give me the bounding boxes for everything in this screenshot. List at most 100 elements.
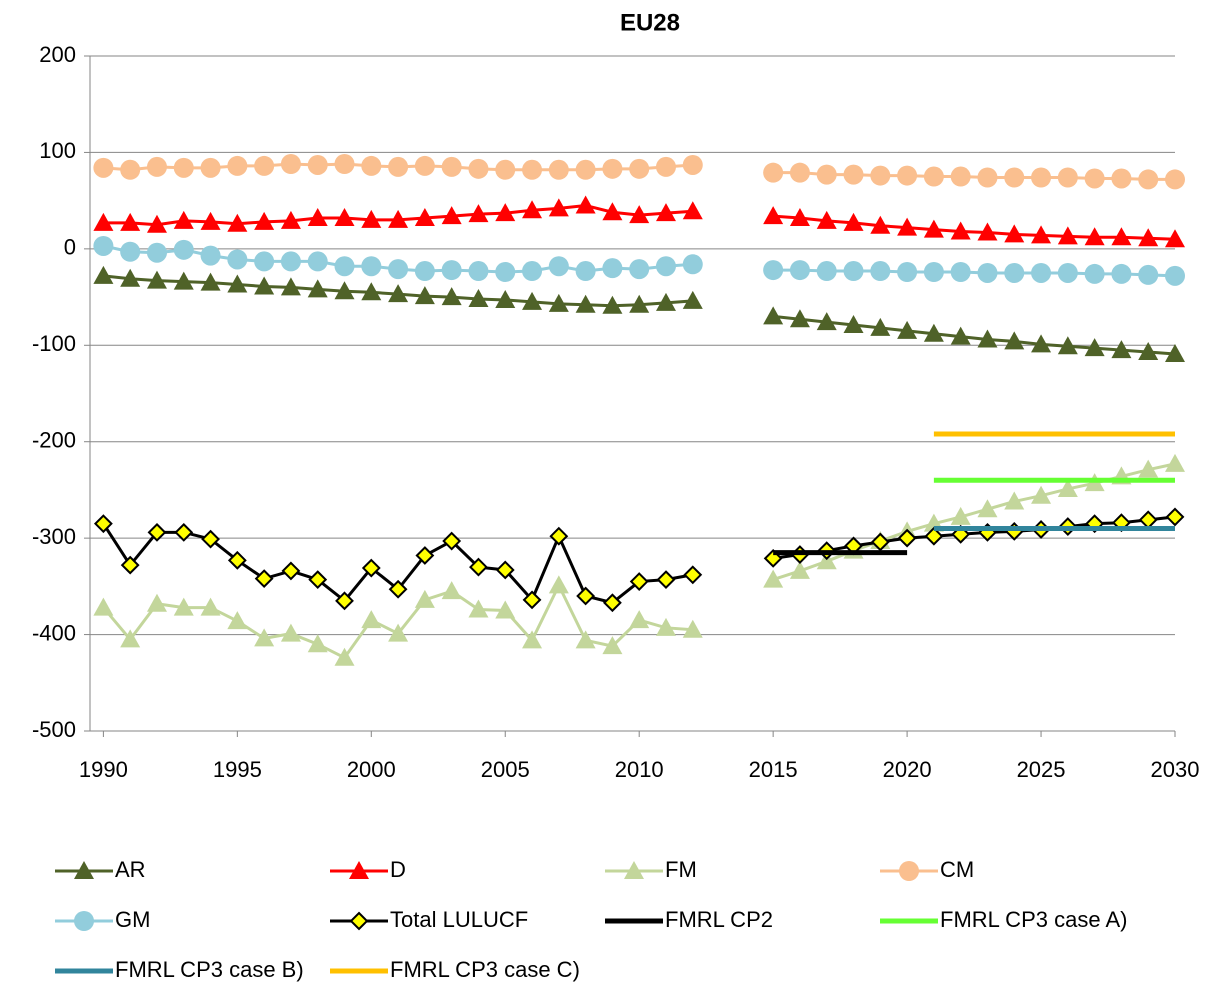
marker — [388, 259, 409, 280]
marker — [146, 270, 167, 289]
marker — [335, 591, 354, 611]
marker — [120, 629, 141, 648]
marker — [655, 256, 676, 277]
marker — [200, 272, 221, 291]
marker — [414, 155, 435, 176]
marker — [655, 617, 676, 636]
marker — [576, 586, 596, 606]
marker — [977, 222, 998, 241]
marker — [1165, 507, 1185, 527]
marker — [629, 294, 650, 313]
marker — [1111, 168, 1132, 189]
chart-title: EU28 — [620, 9, 680, 36]
marker — [602, 295, 623, 314]
marker — [334, 647, 355, 666]
marker — [495, 262, 516, 282]
marker — [201, 529, 220, 549]
marker — [1165, 343, 1185, 362]
marker — [843, 261, 864, 282]
marker — [629, 158, 650, 179]
marker — [388, 623, 409, 642]
marker — [227, 550, 247, 570]
marker — [522, 261, 543, 282]
marker — [522, 630, 543, 649]
marker — [93, 514, 113, 534]
marker — [307, 279, 328, 298]
marker — [655, 156, 676, 177]
marker — [1004, 224, 1025, 243]
legend-label: GM — [115, 907, 150, 932]
marker — [870, 215, 891, 234]
marker — [227, 611, 248, 630]
marker — [1165, 453, 1185, 472]
marker — [683, 565, 703, 585]
marker — [1004, 491, 1025, 510]
marker — [870, 532, 890, 552]
marker — [602, 636, 623, 655]
marker — [548, 256, 569, 277]
marker — [1165, 229, 1185, 248]
marker — [1031, 262, 1052, 283]
marker — [1004, 331, 1025, 350]
marker — [254, 155, 275, 176]
marker — [388, 284, 409, 303]
marker — [200, 157, 221, 178]
marker — [1138, 169, 1159, 190]
marker — [575, 294, 596, 313]
x-tick-label: 1995 — [213, 757, 262, 782]
marker — [1031, 485, 1052, 504]
marker — [388, 579, 408, 599]
marker — [441, 581, 462, 600]
legend-label: FMRL CP3 case B) — [115, 957, 304, 982]
marker — [924, 526, 944, 546]
marker — [602, 258, 623, 279]
marker — [146, 156, 167, 177]
marker — [93, 157, 114, 178]
marker — [173, 271, 194, 290]
marker — [93, 597, 114, 616]
marker — [254, 251, 275, 272]
marker — [1085, 514, 1105, 534]
marker — [1004, 167, 1025, 188]
marker — [763, 260, 784, 281]
marker — [174, 522, 194, 542]
marker — [200, 245, 221, 266]
marker — [280, 210, 301, 229]
marker — [789, 162, 810, 183]
marker — [146, 214, 167, 233]
y-tick-label: -100 — [32, 331, 76, 356]
marker — [549, 526, 569, 546]
marker — [763, 162, 784, 183]
marker — [414, 589, 435, 608]
marker — [334, 154, 355, 174]
marker — [624, 861, 644, 879]
marker — [280, 251, 301, 272]
marker — [977, 499, 998, 518]
marker — [227, 213, 248, 232]
marker — [1111, 227, 1132, 246]
marker — [843, 164, 864, 185]
marker — [950, 326, 971, 345]
marker — [469, 557, 488, 577]
marker — [522, 200, 543, 219]
marker — [682, 619, 703, 638]
marker — [655, 203, 676, 222]
marker — [254, 569, 274, 589]
marker — [870, 261, 891, 282]
series — [93, 154, 1185, 190]
marker — [120, 159, 141, 180]
marker — [816, 551, 837, 570]
marker — [1057, 167, 1078, 188]
marker — [280, 277, 301, 296]
marker — [442, 531, 462, 551]
marker — [361, 610, 382, 629]
marker — [307, 251, 328, 272]
y-tick-label: 100 — [39, 138, 76, 163]
marker — [789, 560, 810, 579]
marker — [923, 166, 944, 187]
marker — [254, 628, 275, 647]
marker — [1111, 263, 1132, 284]
marker — [816, 210, 837, 229]
marker — [441, 156, 462, 177]
